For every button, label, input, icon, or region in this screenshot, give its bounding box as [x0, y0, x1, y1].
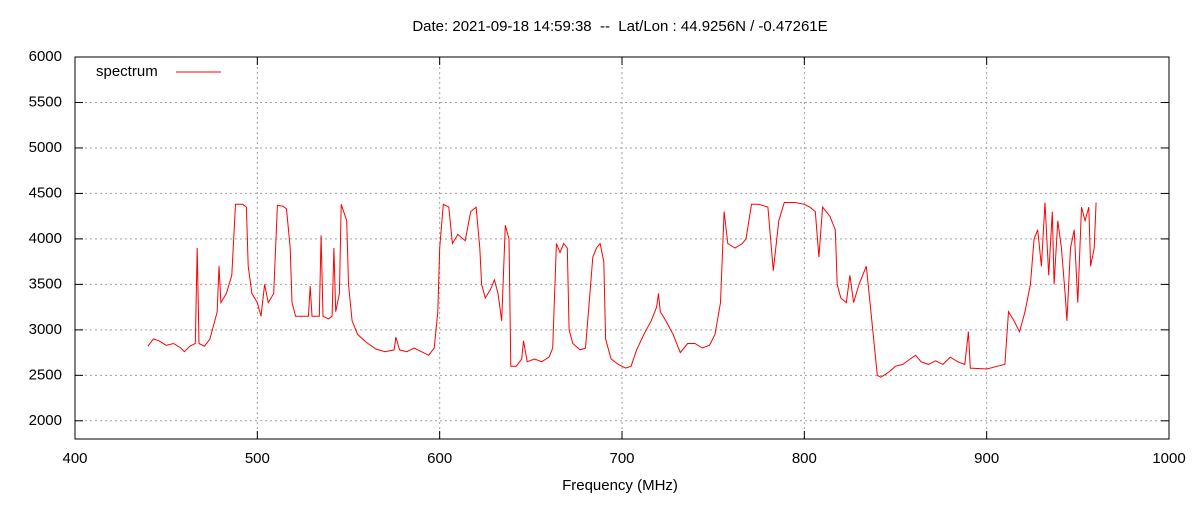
chart-title: Date: 2021-09-18 14:59:38 -- Lat/Lon : 4… — [412, 18, 827, 35]
legend-label: spectrum — [96, 63, 158, 80]
x-tick-label: 500 — [245, 450, 270, 467]
x-tick-label: 700 — [609, 450, 634, 467]
y-tick-label: 4500 — [29, 184, 62, 201]
x-tick-label: 1000 — [1152, 450, 1185, 467]
y-tick-label: 4000 — [29, 230, 62, 247]
y-tick-label: 2000 — [29, 412, 62, 429]
y-tick-label: 2500 — [29, 366, 62, 383]
x-tick-label: 600 — [427, 450, 452, 467]
y-tick-label: 3000 — [29, 321, 62, 338]
y-tick-label: 5000 — [29, 139, 62, 156]
x-tick-label: 900 — [974, 450, 999, 467]
x-axis-label: Frequency (MHz) — [562, 477, 678, 494]
y-tick-label: 6000 — [29, 48, 62, 65]
y-tick-label: 3500 — [29, 275, 62, 292]
plot-frame — [74, 56, 1170, 440]
x-tick-label: 400 — [62, 450, 87, 467]
x-tick-label: 800 — [792, 450, 817, 467]
spectrum-line — [147, 202, 1097, 378]
y-tick-label: 5500 — [29, 93, 62, 110]
